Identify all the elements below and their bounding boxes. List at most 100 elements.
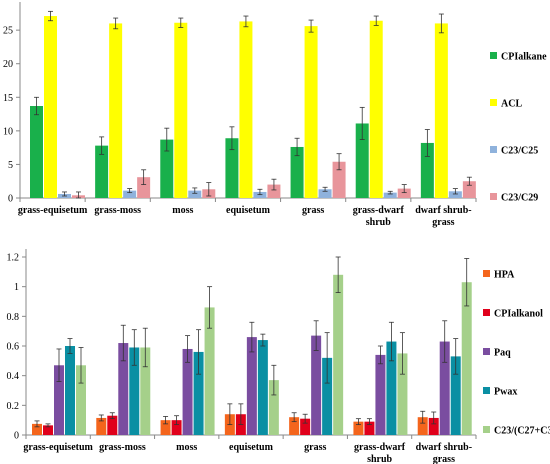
bar (289, 417, 300, 435)
bar (239, 21, 253, 198)
bar (76, 365, 86, 435)
legend-label: HPA (494, 270, 515, 281)
legend-label: C23/(C27+C31) (494, 426, 550, 437)
bar (304, 26, 318, 198)
bar (44, 16, 57, 198)
bar (107, 415, 118, 435)
x-category-label: moss (176, 442, 197, 453)
y-tick-label: 20 (3, 59, 13, 70)
x-category-label: shrub (367, 454, 392, 464)
bar (420, 142, 434, 198)
x-category-label: grass (433, 454, 455, 464)
bar (32, 423, 42, 435)
chart-top: 0 5 10 15 20 25 grass-equisetum grass-moss moss e… (3, 2, 547, 228)
legend-swatch (483, 387, 490, 394)
bar (268, 380, 279, 435)
bar (160, 139, 174, 198)
bar (434, 23, 448, 198)
x-category-label: grass (432, 217, 454, 228)
bar (333, 274, 344, 435)
bar (397, 353, 408, 435)
bar (300, 418, 311, 435)
x-category-label: dwarf shrub- (415, 205, 471, 216)
bar (65, 346, 75, 435)
legend-swatch (483, 426, 490, 433)
bar (129, 347, 140, 435)
bar (290, 146, 304, 198)
bar (428, 417, 439, 435)
legend-swatch (483, 348, 490, 355)
x-category-label: dwarf shrub- (416, 442, 472, 453)
bar (182, 348, 193, 435)
x-category-label: grass-equisetum (18, 205, 88, 216)
bar (204, 307, 215, 435)
legend-label: Pwax (494, 387, 517, 398)
y-tick-label: 0 (8, 194, 13, 205)
y-tick-label: 10 (3, 126, 13, 137)
x-category-label: grass-moss (94, 205, 141, 216)
bar (123, 190, 137, 198)
x-category-label: grass (304, 442, 326, 453)
y-tick-label: 15 (3, 93, 13, 104)
bar (140, 347, 151, 435)
y-tick-label: 1.2 (7, 253, 20, 264)
x-category-label: shrub (366, 217, 391, 228)
y-tick-label: 0.8 (7, 312, 20, 323)
y-tick-label: 0.4 (7, 371, 20, 382)
y-tick-label: 25 (3, 26, 13, 37)
x-category-label: grass-dwarf (354, 442, 406, 453)
legend-swatch (490, 52, 497, 59)
legend-swatch (490, 146, 497, 153)
y-tick-label: 0.2 (7, 401, 20, 412)
legend-label: CPIalkane (501, 52, 547, 63)
bar (450, 356, 461, 435)
bar (355, 123, 369, 198)
y-tick-label: 5 (8, 160, 13, 171)
legend-swatch (483, 270, 490, 277)
bar (318, 189, 332, 198)
x-category-label: grass (302, 205, 324, 216)
bar (30, 106, 43, 198)
chart-bottom: 0 0.2 0.4 0.6 0.8 1 1.2 grass-equisetum grass-mo… (7, 249, 550, 464)
bar (193, 351, 204, 435)
bar (369, 20, 383, 198)
bar (461, 282, 472, 435)
bar (383, 192, 397, 198)
x-category-label: equisetum (226, 205, 271, 216)
legend-label: CPIalkanol (494, 309, 543, 320)
legend-label: Paq (494, 348, 511, 359)
bar (246, 337, 257, 435)
bar (332, 161, 346, 198)
bar (225, 138, 239, 198)
x-category-label: moss (172, 205, 193, 216)
bar (267, 184, 281, 198)
bar (109, 23, 123, 198)
x-category-label: grass-dwarf (353, 205, 405, 216)
bar (43, 425, 53, 435)
bar (96, 417, 107, 435)
x-category-label: grass-moss (99, 442, 146, 453)
bar (257, 340, 268, 435)
y-tick-label: 1 (14, 282, 19, 293)
bar (171, 420, 182, 435)
bar (364, 421, 375, 435)
legend-label: C23/C25 (501, 146, 538, 157)
x-category-label: equisetum (229, 442, 274, 453)
bar (322, 357, 333, 435)
y-tick-label: 0 (14, 431, 19, 442)
bar (386, 341, 397, 435)
legend-label: ACL (501, 99, 522, 110)
bar (118, 343, 129, 435)
x-category-label: grass-equisetum (23, 442, 93, 453)
bar (397, 188, 411, 198)
bar (188, 190, 202, 198)
bar (353, 421, 364, 435)
bar (311, 335, 322, 435)
bar (54, 365, 64, 435)
bar (95, 145, 109, 198)
legend-swatch (490, 193, 497, 200)
bar (448, 191, 462, 198)
bar (375, 354, 386, 435)
legend-swatch (490, 99, 497, 106)
